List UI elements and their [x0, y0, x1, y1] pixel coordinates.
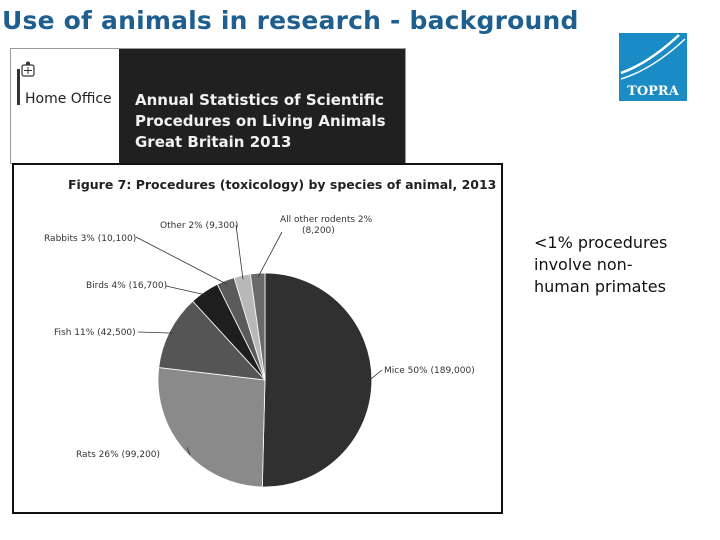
report-title-line-3: Great Britain 2013 [135, 133, 292, 151]
slice-label-mice: Mice 50% (189,000) [384, 366, 475, 376]
slice-label-all-other-rodents-line-2: (8,200) [302, 226, 335, 236]
pie-chart: Mice 50% (189,000) Rats 26% (99,200) Fish … [44, 215, 475, 488]
leader-line-rats [186, 447, 191, 456]
pie-slice-mice [261, 272, 373, 488]
report-title-line-1: Annual Statistics of Scientific [135, 91, 384, 109]
note-line-3: human primates [534, 277, 666, 296]
home-office-label: Home Office [25, 91, 112, 107]
leader-line-birds [165, 285, 207, 296]
leader-line-all-other-rodents [257, 231, 283, 278]
home-office-logo: Home Office [11, 49, 119, 163]
slice-label-birds: Birds 4% (16,700) [86, 281, 167, 291]
pie-slice-fish [158, 300, 267, 381]
figure-box: Figure 7: Procedures (toxicology) by spe… [12, 163, 503, 514]
logo-swoosh-2 [620, 38, 686, 80]
logo-background [619, 33, 687, 101]
slice-label-fish: Fish 11% (42,500) [54, 328, 136, 338]
note-line-1: <1% procedures [534, 233, 668, 252]
note-text: <1% procedures involve non- human primat… [534, 232, 704, 298]
slide-title: Use of animals in research - background [2, 6, 579, 35]
slice-label-rats: Rats 26% (99,200) [76, 450, 160, 460]
slice-label-rabbits: Rabbits 3% (10,100) [44, 234, 136, 244]
logo-swoosh-1 [620, 34, 680, 75]
slice-label-all-other-rodents: All other rodents 2% [280, 215, 373, 225]
topra-logo: TOPRA [619, 33, 687, 101]
report-title-line-2: Procedures on Living Animals [135, 112, 386, 130]
note-line-2: involve non- [534, 255, 633, 274]
home-office-bar [17, 69, 20, 105]
leader-line-fish [137, 331, 174, 334]
leader-line-other [235, 224, 244, 280]
logo-text: TOPRA [627, 84, 680, 99]
leader-line-mice [367, 369, 383, 382]
crest-icon [21, 61, 35, 77]
pie-slice-all-other-rodents [249, 272, 266, 381]
chart-title: Figure 7: Procedures (toxicology) by spe… [68, 177, 497, 192]
report-header: Home Office Annual Statistics of Scienti… [10, 48, 406, 164]
pie-slice-rats [157, 367, 266, 488]
leader-line-rabbits [135, 236, 228, 285]
slice-label-other: Other 2% (9,300) [160, 221, 238, 231]
report-title-panel: Annual Statistics of Scientific Procedur… [119, 49, 405, 163]
